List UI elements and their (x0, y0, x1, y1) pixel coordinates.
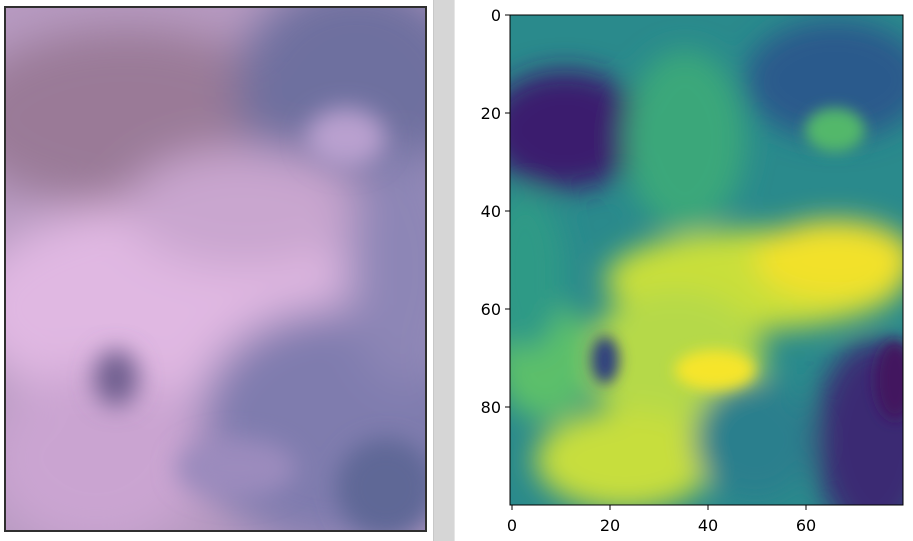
x-tick-label: 0 (507, 516, 517, 535)
heatmap-image (510, 15, 903, 505)
right-panel: 0 20 40 60 80 0 20 40 60 (455, 0, 913, 541)
y-tick-label: 60 (481, 300, 501, 319)
y-tick-label: 0 (491, 6, 501, 25)
y-tick-label: 80 (481, 398, 501, 417)
panel-splitter[interactable] (433, 0, 455, 541)
heatmap-plot: 0 20 40 60 80 0 20 40 60 (481, 6, 904, 535)
x-tick-label: 60 (796, 516, 816, 535)
x-axis: 0 20 40 60 (507, 505, 816, 535)
x-tick-label: 20 (600, 516, 620, 535)
y-tick-label: 40 (481, 202, 501, 221)
plot-frame (509, 14, 904, 506)
rgb-image (4, 6, 427, 532)
x-tick-label: 40 (698, 516, 718, 535)
rgb-image-svg (6, 8, 425, 530)
y-axis: 0 20 40 60 80 (481, 6, 510, 417)
left-panel (0, 0, 433, 541)
y-tick-label: 20 (481, 104, 501, 123)
